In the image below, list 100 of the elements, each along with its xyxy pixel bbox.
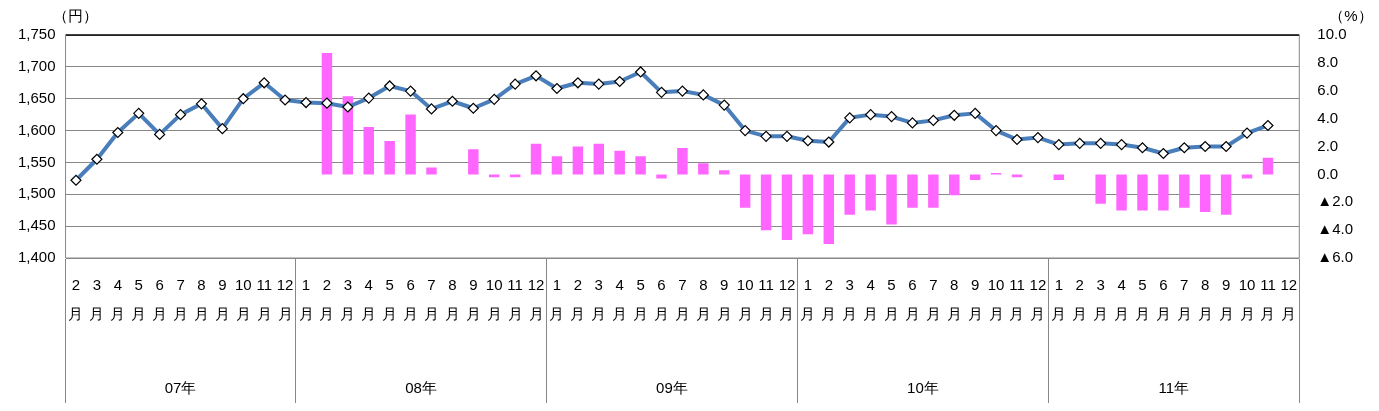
bar — [844, 174, 855, 215]
bar — [719, 170, 730, 175]
text: 09年 — [656, 379, 688, 397]
x-tick-label: 8月 — [695, 276, 711, 322]
bar — [1158, 174, 1169, 211]
y-tick-label: 1,600 — [17, 120, 56, 138]
y2-tick-label: 6.0 — [1317, 80, 1339, 98]
bar — [656, 174, 667, 179]
bar — [572, 146, 584, 175]
bar — [781, 174, 793, 240]
x-tick-label: 5月 — [131, 276, 147, 322]
y2-tick-label: ▲6.0 — [1317, 248, 1353, 266]
bar — [405, 114, 416, 175]
y-tick-label: 1,650 — [17, 88, 56, 106]
x-tick-label: 11月 — [507, 276, 523, 322]
bar — [1053, 174, 1065, 180]
y2-tick-label: 2.0 — [1317, 136, 1339, 154]
x-tick-label: 2月 — [1072, 276, 1088, 322]
bar — [593, 143, 604, 175]
x-tick-label: 6月 — [1155, 276, 1171, 322]
x-tick-label: 12月 — [778, 276, 796, 322]
bar — [1095, 174, 1106, 204]
x-tick-label: 7月 — [674, 276, 690, 322]
x-tick-label: 7月 — [173, 276, 189, 322]
x-tick-label: 4月 — [1114, 276, 1130, 322]
x-tick-label: 8月 — [193, 276, 209, 322]
y-tick-label: 1,550 — [17, 152, 56, 170]
x-tick-label: 1月 — [800, 276, 816, 322]
bar — [468, 149, 479, 175]
x-tick-label: 11月 — [758, 276, 774, 322]
x-tick-label: 2月 — [821, 276, 837, 322]
bar — [760, 174, 772, 231]
x-tick-label: 5月 — [1134, 276, 1150, 322]
text: 11年 — [1158, 379, 1190, 397]
y-axis-title: （円） — [53, 7, 99, 25]
x-tick-label: 2月 — [570, 276, 586, 322]
y-tick-label: 1,750 — [17, 25, 56, 43]
bar — [426, 167, 437, 175]
x-tick-label: 3月 — [340, 276, 356, 322]
x-tick-label: 1月 — [549, 276, 565, 322]
x-tick-label: 7月 — [1176, 276, 1192, 322]
bar — [1262, 157, 1274, 175]
bar — [342, 96, 354, 175]
x-tick-label: 3月 — [1093, 276, 1109, 322]
x-tick-label: 11月 — [1009, 276, 1025, 322]
bar — [551, 156, 563, 175]
x-tick-label: 4月 — [863, 276, 879, 322]
x-tick-label: 12月 — [1280, 276, 1298, 322]
x-tick-label: 6月 — [152, 276, 168, 322]
bar — [1199, 174, 1211, 213]
x-tick-label: 12月 — [276, 276, 294, 322]
text: 08年 — [405, 379, 437, 397]
x-tick-label: 11月 — [256, 276, 272, 322]
x-tick-label: 6月 — [654, 276, 670, 322]
x-tick-label: 2月 — [319, 276, 335, 322]
bar — [698, 163, 709, 175]
x-tick-label: 7月 — [423, 276, 439, 322]
x-tick-label: 9月 — [716, 276, 732, 322]
bar — [1137, 174, 1148, 211]
x-tick-label: 2月 — [68, 276, 84, 322]
x-tick-label: 4月 — [110, 276, 126, 322]
bar — [384, 140, 395, 175]
y2-tick-label: ▲4.0 — [1317, 220, 1353, 238]
bar — [363, 126, 374, 175]
bar — [969, 174, 981, 180]
bar — [321, 53, 333, 175]
y-tick-label: 1,700 — [17, 57, 56, 74]
x-tick-label: 11月 — [1260, 276, 1276, 322]
y-tick-label: 1,400 — [17, 248, 56, 266]
bar — [823, 174, 835, 245]
x-tick-label: 4月 — [361, 276, 377, 322]
y2-tick-label: 4.0 — [1317, 108, 1339, 126]
x-tick-label: 4月 — [612, 276, 628, 322]
x-tick-label: 3月 — [89, 276, 105, 322]
x-tick-label: 5月 — [884, 276, 900, 322]
x-tick-label: 12月 — [527, 276, 545, 322]
x-tick-label: 8月 — [946, 276, 962, 322]
x-tick-label: 9月 — [1218, 276, 1234, 322]
x-tick-label: 6月 — [403, 276, 419, 322]
x-tick-label: 8月 — [444, 276, 460, 322]
bar — [677, 147, 688, 175]
x-tick-label: 1月 — [1051, 276, 1067, 322]
bar — [802, 174, 814, 235]
bar — [886, 174, 897, 225]
bar — [1220, 174, 1232, 215]
y-tick-label: 1,500 — [17, 184, 56, 202]
bar — [635, 156, 646, 175]
x-tick-label: 9月 — [967, 276, 983, 322]
bar — [1241, 174, 1253, 179]
y2-tick-label: ▲2.0 — [1317, 192, 1353, 210]
x-tick-label: 9月 — [465, 276, 481, 322]
bar — [509, 174, 521, 178]
bar — [928, 174, 939, 208]
x-tick-label: 3月 — [842, 276, 858, 322]
y2-tick-label: 10.0 — [1317, 25, 1347, 43]
bar — [949, 174, 960, 196]
y2-tick-label: 0.0 — [1317, 164, 1339, 182]
bar — [1116, 174, 1127, 211]
bar — [488, 174, 500, 178]
bar — [907, 174, 918, 208]
